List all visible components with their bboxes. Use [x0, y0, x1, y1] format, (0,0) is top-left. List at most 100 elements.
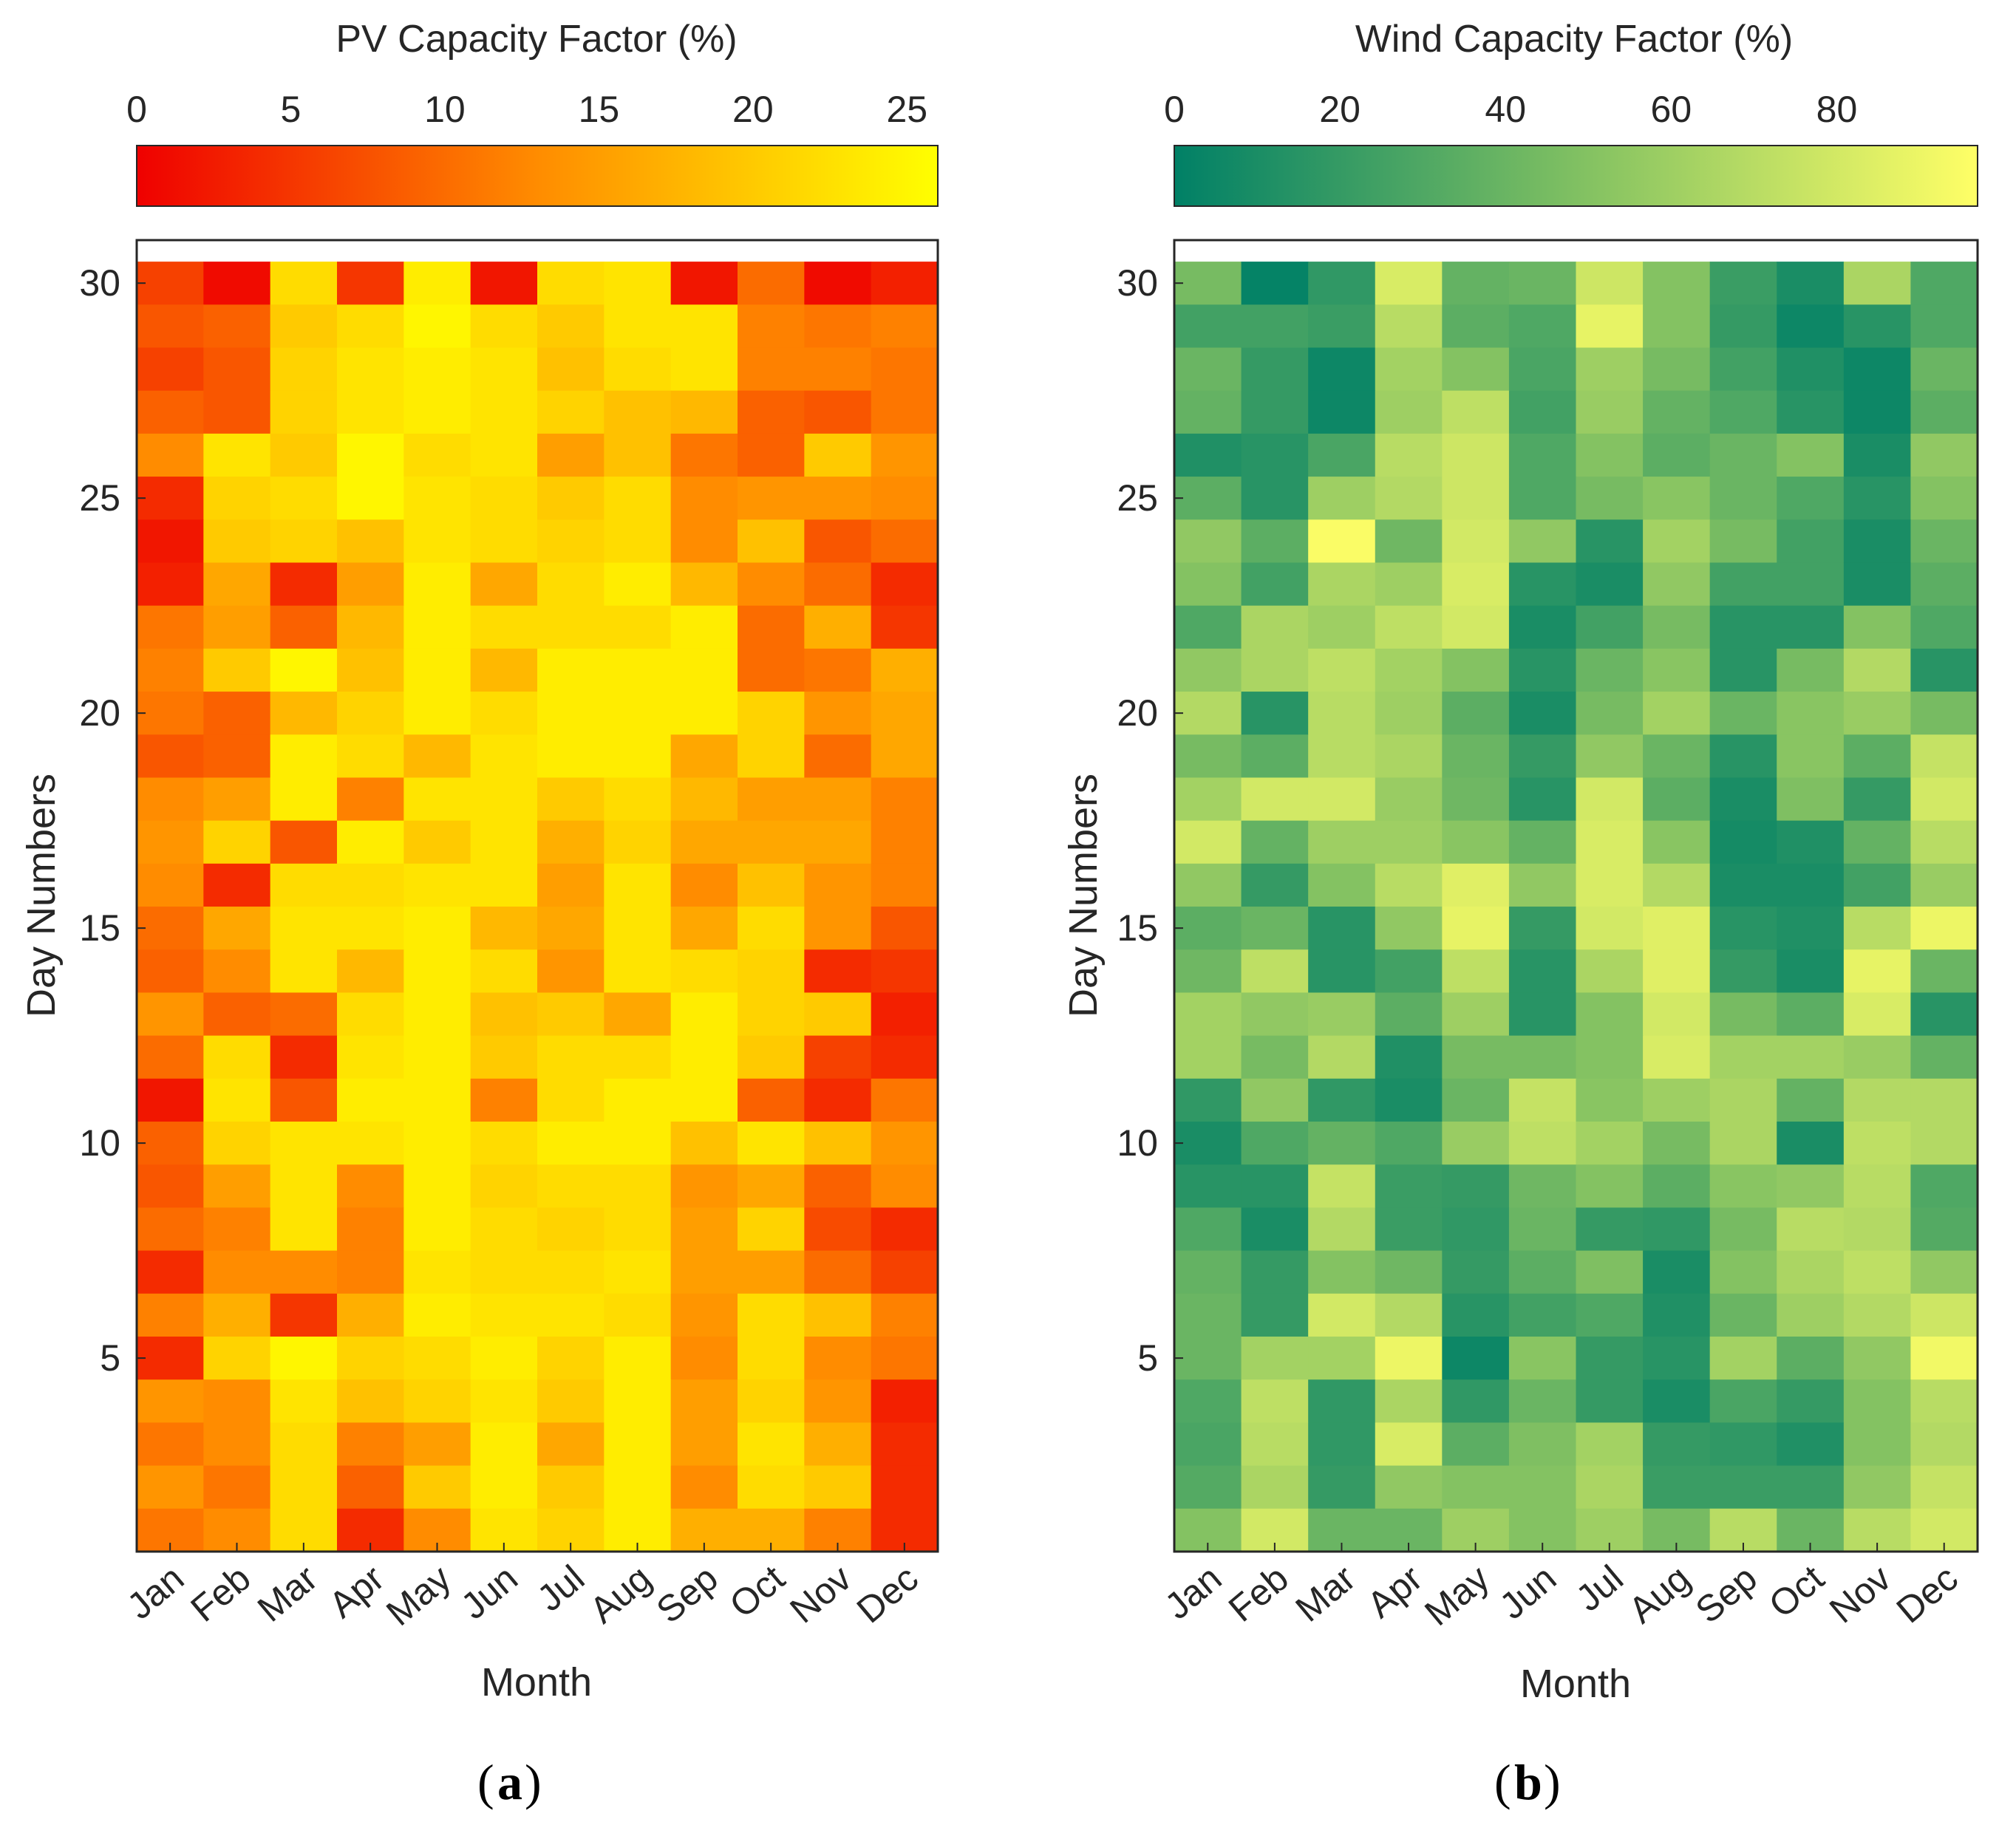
wind-cell: [1508, 477, 1577, 520]
pv-cell: [537, 907, 605, 950]
pv-cell: [403, 820, 471, 864]
pv-cell: [470, 304, 538, 349]
pv-cell: [804, 1465, 872, 1509]
pv-colorbar-tick-label: 10: [424, 89, 466, 130]
wind-cell: [1375, 1035, 1443, 1079]
pv-colorbar: [136, 145, 939, 207]
wind-cell: [1910, 1337, 1978, 1380]
pv-cell: [270, 390, 338, 434]
pv-cell: [203, 820, 271, 864]
pv-cell: [738, 949, 805, 994]
wind-cell: [1241, 992, 1309, 1037]
pv-cell: [137, 992, 204, 1037]
pv-cell: [203, 1422, 271, 1467]
pv-cell: [871, 863, 939, 907]
wind-cell: [1508, 692, 1577, 735]
wind-cell: [1174, 1122, 1242, 1165]
pv-cell: [403, 907, 471, 950]
pv-cell: [537, 1293, 605, 1337]
wind-cell: [1643, 777, 1711, 822]
wind-cell: [1308, 1465, 1376, 1509]
pv-cell: [137, 1465, 204, 1509]
wind-cell: [1241, 562, 1309, 607]
pv-cell: [670, 1465, 738, 1509]
pv-cell: [804, 734, 872, 779]
pv-cell: [804, 992, 872, 1037]
pv-cell: [337, 1164, 404, 1209]
pv-cell: [670, 692, 738, 735]
wind-panel: Wind Capacity Factor (%) 0 20 40 60 80 5 10 15…: [1061, 18, 1979, 1810]
pv-x-tick-label: Mar: [250, 1557, 325, 1630]
wind-cell: [1910, 1035, 1978, 1079]
pv-cell: [804, 562, 872, 607]
pv-cell: [137, 863, 204, 907]
wind-cell: [1508, 562, 1577, 607]
wind-cell: [1709, 692, 1777, 735]
wind-cell: [1843, 1250, 1912, 1294]
pv-cell: [337, 992, 404, 1037]
pv-y-tick-label: 25: [79, 477, 120, 519]
wind-x-tick-label: Sep: [1688, 1557, 1765, 1631]
svg-text:(: (: [477, 1754, 494, 1810]
wind-cell: [1643, 1422, 1711, 1467]
pv-cell: [604, 949, 672, 994]
pv-cell: [470, 390, 538, 434]
pv-cell: [537, 347, 605, 392]
wind-cell: [1308, 1293, 1376, 1337]
wind-cell: [1241, 1337, 1309, 1380]
wind-cell: [1777, 1379, 1845, 1424]
wind-cell: [1375, 1379, 1443, 1424]
wind-cell: [1643, 1164, 1711, 1209]
wind-cell: [1174, 1379, 1242, 1424]
pv-cell: [537, 519, 605, 564]
wind-cell: [1709, 1379, 1777, 1424]
pv-colorbar-tick-label: 5: [281, 89, 302, 130]
pv-cell: [137, 820, 204, 864]
wind-cell: [1709, 304, 1777, 349]
pv-cell: [604, 907, 672, 950]
pv-cell: [670, 992, 738, 1037]
pv-cell: [337, 1379, 404, 1424]
wind-cell: [1643, 519, 1711, 564]
pv-cell: [670, 1164, 738, 1209]
wind-cell: [1241, 777, 1309, 822]
wind-cell: [1375, 992, 1443, 1037]
pv-cell: [804, 477, 872, 520]
pv-cell: [203, 1207, 271, 1252]
wind-cell: [1442, 1250, 1510, 1294]
pv-cell: [403, 390, 471, 434]
pv-cell: [871, 1379, 939, 1424]
pv-cell: [670, 347, 738, 392]
wind-cell: [1709, 1337, 1777, 1380]
wind-cell: [1375, 1422, 1443, 1467]
pv-cell: [337, 1422, 404, 1467]
wind-heatmap-cells: [1174, 262, 1978, 1552]
pv-cell: [403, 304, 471, 349]
wind-cell: [1508, 820, 1577, 864]
pv-cell: [537, 1207, 605, 1252]
wind-cell: [1174, 1035, 1242, 1079]
pv-cell: [203, 347, 271, 392]
wind-cell: [1508, 347, 1577, 392]
pv-cell: [203, 1465, 271, 1509]
wind-cell: [1375, 347, 1443, 392]
pv-cell: [403, 863, 471, 907]
wind-cell: [1174, 907, 1242, 950]
wind-cell: [1442, 1379, 1510, 1424]
pv-cell: [537, 605, 605, 649]
pv-cell: [270, 692, 338, 735]
wind-cell: [1241, 519, 1309, 564]
wind-cell: [1375, 907, 1443, 950]
wind-cell: [1777, 1337, 1845, 1380]
pv-cell: [537, 562, 605, 607]
wind-cell: [1843, 1078, 1912, 1122]
wind-cell: [1375, 777, 1443, 822]
wind-cell: [1910, 1293, 1978, 1337]
pv-cell: [137, 1207, 204, 1252]
pv-cell: [470, 907, 538, 950]
pv-cell: [738, 907, 805, 950]
pv-cell: [537, 390, 605, 434]
wind-cell: [1777, 1207, 1845, 1252]
wind-cell: [1777, 304, 1845, 349]
